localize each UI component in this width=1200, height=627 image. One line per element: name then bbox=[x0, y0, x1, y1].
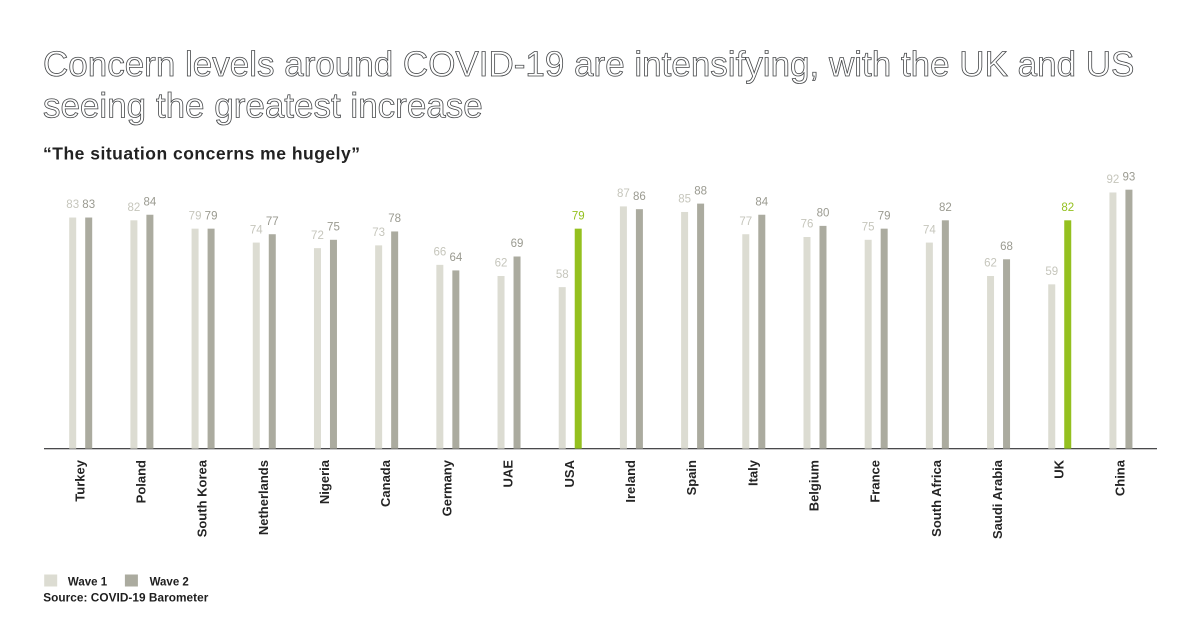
svg-text:59: 59 bbox=[1045, 266, 1058, 278]
svg-text:77: 77 bbox=[739, 216, 752, 228]
svg-text:82: 82 bbox=[939, 202, 952, 214]
svg-text:85: 85 bbox=[678, 194, 691, 206]
svg-text:Germany: Germany bbox=[439, 459, 454, 516]
svg-text:Saudi Arabia: Saudi Arabia bbox=[990, 459, 1005, 539]
svg-text:93: 93 bbox=[1123, 171, 1136, 183]
svg-text:88: 88 bbox=[694, 185, 707, 197]
svg-text:Belgium: Belgium bbox=[807, 460, 822, 511]
svg-text:64: 64 bbox=[449, 252, 462, 264]
svg-text:73: 73 bbox=[372, 227, 385, 239]
svg-text:74: 74 bbox=[923, 224, 936, 236]
svg-text:79: 79 bbox=[205, 210, 218, 222]
svg-text:Italy: Italy bbox=[745, 459, 760, 486]
svg-text:UAE: UAE bbox=[501, 460, 516, 488]
svg-text:Ireland: Ireland bbox=[623, 460, 638, 503]
svg-text:Concern levels around COVID-19: Concern levels around COVID-19 are inten… bbox=[43, 45, 1134, 84]
svg-text:“The situation concerns me hug: “The situation concerns me hugely” bbox=[43, 143, 360, 163]
svg-text:69: 69 bbox=[511, 238, 524, 250]
svg-text:86: 86 bbox=[633, 191, 646, 203]
svg-text:92: 92 bbox=[1107, 174, 1120, 186]
svg-text:seeing the greatest increase: seeing the greatest increase bbox=[43, 87, 483, 126]
svg-text:82: 82 bbox=[127, 202, 140, 214]
svg-text:Wave 1: Wave 1 bbox=[68, 576, 108, 588]
svg-text:France: France bbox=[868, 460, 883, 503]
svg-text:China: China bbox=[1112, 459, 1127, 496]
svg-text:Turkey: Turkey bbox=[72, 459, 87, 501]
svg-text:62: 62 bbox=[984, 258, 997, 270]
svg-text:79: 79 bbox=[189, 210, 202, 222]
svg-text:Nigeria: Nigeria bbox=[317, 459, 332, 504]
svg-text:Poland: Poland bbox=[133, 460, 148, 503]
svg-text:66: 66 bbox=[433, 247, 446, 259]
svg-text:72: 72 bbox=[311, 230, 324, 242]
svg-text:79: 79 bbox=[572, 210, 585, 222]
svg-text:82: 82 bbox=[1061, 202, 1074, 214]
svg-text:78: 78 bbox=[388, 213, 401, 225]
svg-text:USA: USA bbox=[562, 459, 577, 487]
svg-text:83: 83 bbox=[66, 199, 79, 211]
svg-text:80: 80 bbox=[817, 208, 830, 220]
svg-text:Source: COVID-19 Barometer: Source: COVID-19 Barometer bbox=[43, 591, 209, 605]
svg-text:South Africa: South Africa bbox=[929, 459, 944, 537]
svg-text:Canada: Canada bbox=[378, 459, 393, 507]
svg-text:79: 79 bbox=[878, 210, 891, 222]
svg-text:83: 83 bbox=[82, 199, 95, 211]
svg-text:87: 87 bbox=[617, 188, 630, 200]
svg-text:58: 58 bbox=[556, 269, 569, 281]
svg-text:75: 75 bbox=[862, 222, 875, 234]
svg-text:77: 77 bbox=[266, 216, 279, 228]
svg-text:76: 76 bbox=[801, 219, 814, 231]
svg-text:Netherlands: Netherlands bbox=[256, 460, 271, 535]
svg-text:84: 84 bbox=[143, 196, 156, 208]
svg-text:Spain: Spain bbox=[684, 460, 699, 495]
svg-text:75: 75 bbox=[327, 222, 340, 234]
svg-text:84: 84 bbox=[755, 196, 768, 208]
svg-text:62: 62 bbox=[495, 258, 508, 270]
svg-text:UK: UK bbox=[1051, 459, 1066, 478]
svg-text:74: 74 bbox=[250, 224, 263, 236]
svg-text:South Korea: South Korea bbox=[195, 459, 210, 537]
svg-text:68: 68 bbox=[1000, 241, 1013, 253]
svg-text:Wave 2: Wave 2 bbox=[150, 576, 189, 588]
